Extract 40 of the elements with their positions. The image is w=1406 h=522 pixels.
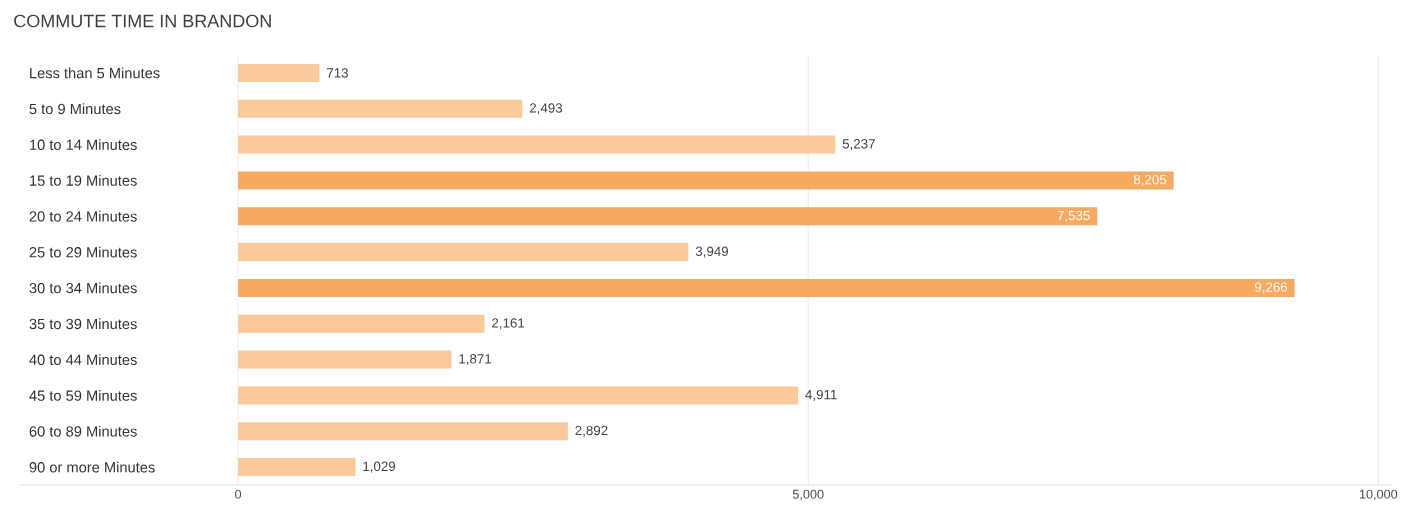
bar: [238, 99, 523, 118]
bar: [238, 278, 1295, 297]
y-tick-label: 5 to 9 Minutes: [29, 103, 121, 115]
y-tick-label: Less than 5 Minutes: [30, 67, 160, 79]
bar: [238, 350, 452, 369]
bar: [238, 171, 1174, 190]
chart-title: COMMUTE TIME IN BRANDON: [14, 14, 271, 28]
y-tick-label: 30 to 34 Minutes: [29, 282, 137, 294]
x-tick-label: 0: [235, 489, 242, 499]
data-label: 713: [326, 68, 348, 78]
y-tick-label: 45 to 59 Minutes: [29, 390, 137, 401]
data-label: 5,237: [842, 139, 875, 151]
bar: [238, 207, 1098, 226]
y-tick-label: 35 to 39 Minutes: [29, 318, 137, 330]
data-label: 1,029: [363, 461, 396, 473]
y-tick-label: 10 to 14 Minutes: [30, 139, 137, 150]
data-label: 2,493: [529, 103, 563, 115]
y-tick-label: 40 to 44 Minutes: [29, 354, 137, 365]
data-label: 2,892: [575, 425, 608, 437]
data-label: 8,205: [1133, 174, 1167, 186]
y-tick-label: 60 to 89 Minutes: [29, 425, 137, 437]
y-tick-label: 15 to 19 Minutes: [30, 175, 137, 186]
bar: [238, 63, 320, 82]
bar: [238, 314, 485, 333]
data-label: 4,911: [805, 389, 837, 401]
y-tick-label: 25 to 29 Minutes: [29, 246, 137, 258]
bar: [238, 422, 568, 441]
y-tick-label: 20 to 24 Minutes: [29, 210, 137, 222]
data-label: 9,266: [1254, 282, 1288, 294]
x-tick-label: 5,000: [792, 489, 824, 501]
bar: [238, 135, 836, 154]
bar: [238, 458, 356, 477]
y-tick-label: 90 or more Minutes: [29, 461, 155, 473]
data-label: 3,949: [695, 246, 729, 258]
bar: [238, 386, 799, 405]
data-label: 7,535: [1057, 210, 1090, 222]
x-tick-label: 10,000: [1359, 489, 1398, 501]
data-label: 1,871: [459, 354, 492, 366]
data-label: 2,161: [492, 318, 525, 330]
bar: [238, 243, 689, 262]
